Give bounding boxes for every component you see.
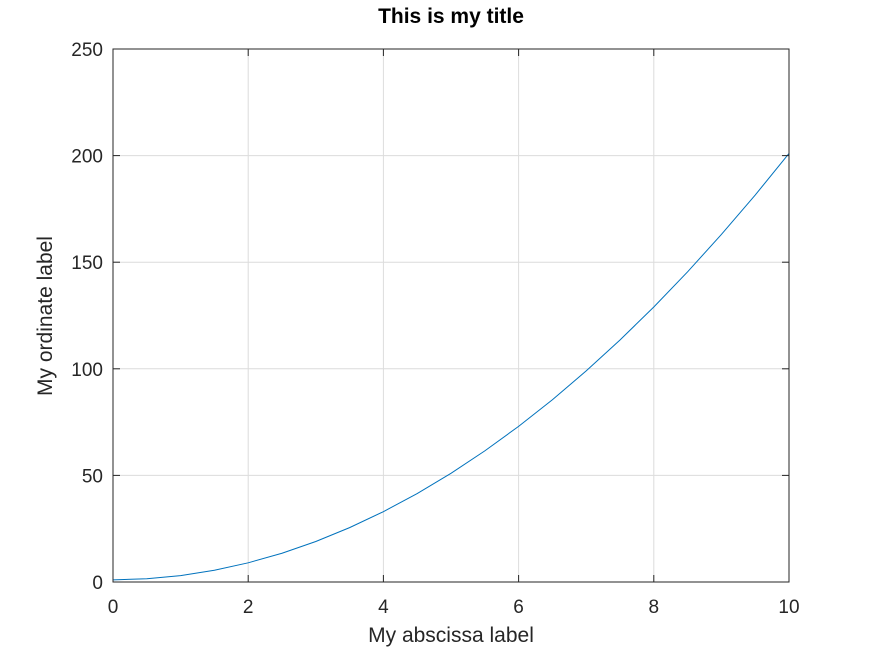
y-axis-label: My ordinate label [34,236,57,396]
ticks [112,48,790,583]
chart-title: This is my title [378,5,524,28]
x-tick-label: 0 [108,597,119,618]
x-tick-label: 2 [243,597,254,618]
x-tick-label: 10 [778,597,799,618]
y-tick-labels: 0 50 100 150 200 250 [71,40,103,594]
series-line [112,153,790,581]
x-tick-label: 8 [649,597,660,618]
x-axis-label: My abscissa label [368,624,534,647]
y-tick-label: 50 [82,466,103,487]
y-tick-label: 250 [71,40,103,61]
plot-area [113,49,789,582]
x-tick-labels: 0 2 4 6 8 10 [108,597,800,618]
y-tick-label: 150 [71,253,103,274]
y-tick-label: 100 [71,360,103,381]
series-layer [112,153,790,581]
x-tick-label: 4 [378,597,389,618]
y-tick-label: 200 [71,147,103,168]
y-tick-label: 0 [92,573,103,594]
plot-frame [112,48,790,583]
x-tick-label: 6 [513,597,524,618]
